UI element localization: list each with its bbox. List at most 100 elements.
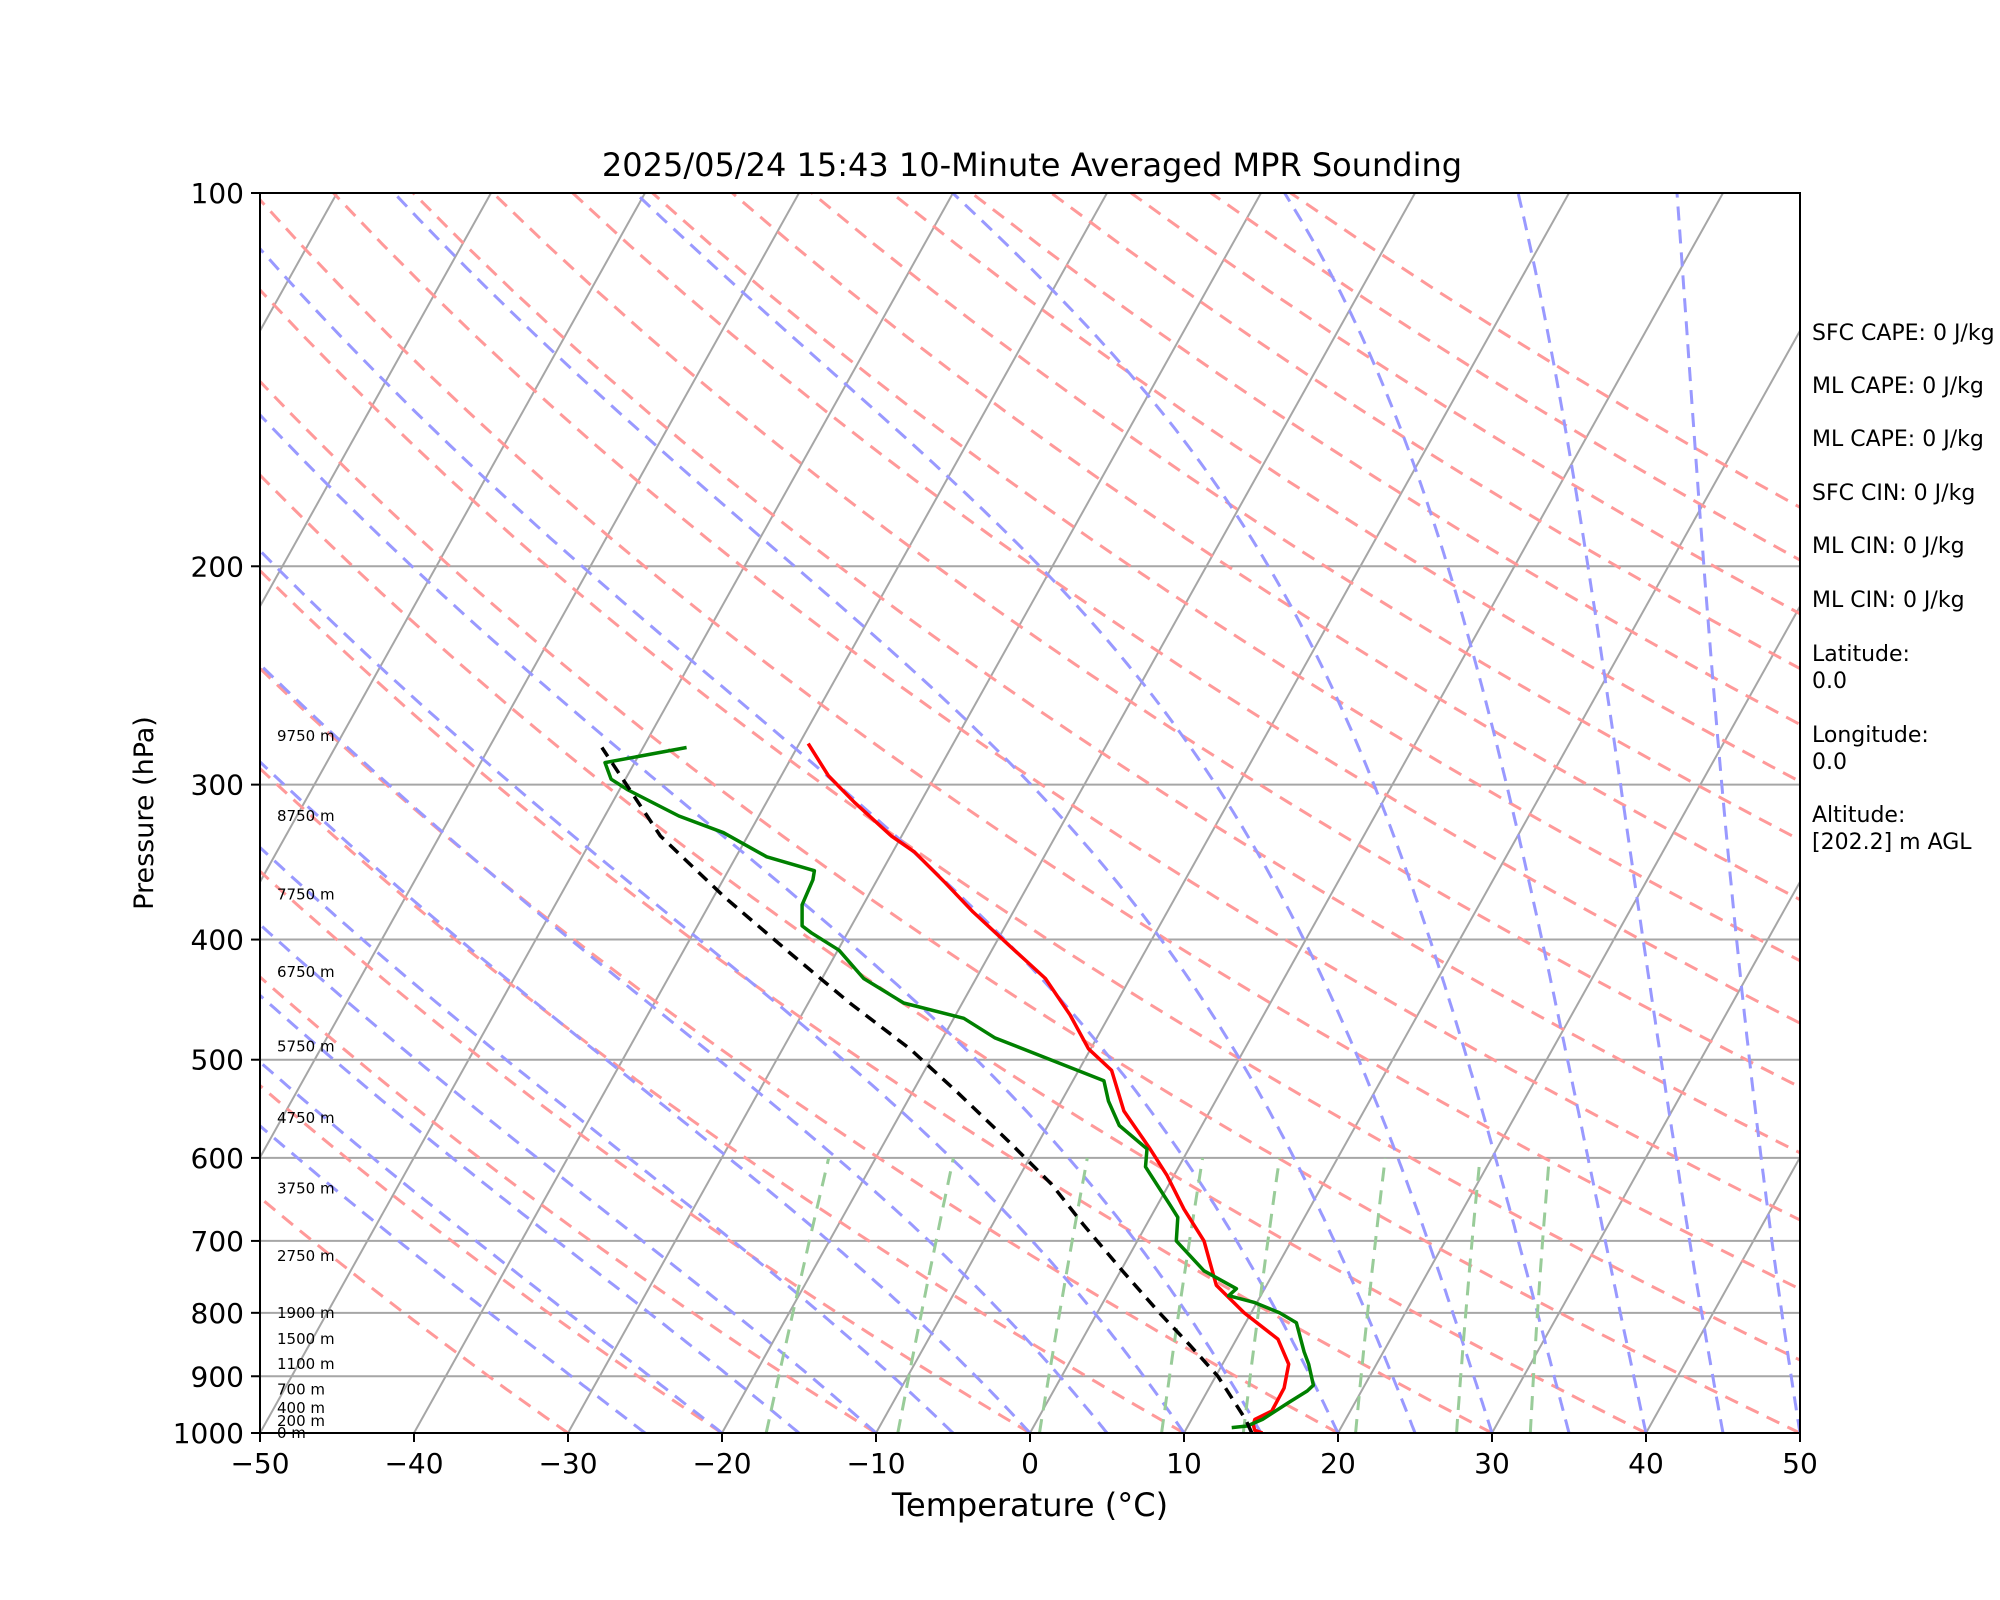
stat-line: ML CAPE: 0 J/kg (1812, 427, 1984, 452)
stat-line: SFC CAPE: 0 J/kg (1812, 321, 1995, 346)
y-tick-label: 100 (191, 177, 244, 210)
y-tick-label: 300 (191, 769, 244, 802)
height-label: 5750 m (277, 1038, 335, 1056)
moist-adiabat (634, 193, 1494, 1433)
x-tick-label: −40 (384, 1447, 443, 1480)
y-axis-label: Pressure (hPa) (129, 716, 160, 910)
dry-adiabat (260, 472, 1647, 1433)
moist-adiabat (1516, 193, 1725, 1433)
x-tick-label: −30 (538, 1447, 597, 1480)
stat-line: 0.0 (1812, 750, 1847, 775)
height-label: 8750 m (277, 807, 335, 825)
y-tick-label: 400 (191, 924, 244, 957)
height-label: 200 m (277, 1412, 325, 1430)
x-tick-label: 20 (1320, 1447, 1356, 1480)
y-tick-label: 1000 (173, 1417, 244, 1450)
chart-title: 2025/05/24 15:43 10-Minute Averaged MPR … (602, 146, 1462, 184)
dewpoint-line (603, 745, 1316, 1430)
height-label: 4750 m (277, 1109, 335, 1127)
x-tick-label: 10 (1166, 1447, 1202, 1480)
stat-line: Longitude: (1812, 723, 1929, 748)
dry-adiabat (260, 1083, 723, 1433)
moist-adiabat (260, 662, 1109, 1433)
height-label: 0 m (277, 1424, 306, 1442)
moist-adiabat (1675, 193, 1800, 1433)
height-label: 3750 m (277, 1179, 335, 1197)
isotherm (413, 193, 1108, 1433)
dry-adiabat (260, 287, 1800, 1362)
isotherm (260, 193, 954, 1433)
y-tick-label: 700 (191, 1225, 244, 1258)
dry-adiabat (260, 869, 1031, 1433)
moist-adiabat (260, 759, 1032, 1433)
x-tick-label: −50 (230, 1447, 289, 1480)
x-tick-label: 40 (1628, 1447, 1664, 1480)
stat-line: Latitude: (1812, 642, 1910, 667)
y-tick-label: 200 (191, 550, 244, 583)
plot-frame (259, 192, 1801, 1434)
stat-line: SFC CIN: 0 J/kg (1812, 481, 1975, 506)
moist-adiabat (260, 548, 1186, 1433)
isotherm (875, 193, 1570, 1433)
moist-adiabat (260, 1059, 723, 1433)
x-tick-label: 50 (1782, 1447, 1818, 1480)
y-axis: 100 200 300 400 500 600 700 800 900 1000 (173, 177, 260, 1450)
y-tick-label: 600 (191, 1142, 244, 1175)
x-tick-label: 30 (1474, 1447, 1510, 1480)
x-axis: −50 −40 −30 −20 −10 0 10 20 30 40 50 (230, 1433, 1818, 1480)
height-label: 6750 m (277, 963, 335, 981)
mixing-ratio-line (764, 1157, 831, 1433)
y-tick-label: 800 (191, 1297, 244, 1330)
sounding-series (600, 742, 1316, 1433)
moist-adiabat (260, 412, 1263, 1433)
mixing-ratio-line (1354, 1157, 1387, 1433)
isotherm (1645, 1155, 1800, 1433)
height-label: 1100 m (277, 1355, 335, 1373)
stat-line: 0.0 (1812, 669, 1847, 694)
moist-adiabat (260, 993, 800, 1433)
parcel-line (600, 746, 1254, 1433)
x-tick-label: −20 (692, 1447, 751, 1480)
dry-adiabat (260, 974, 877, 1433)
sounding-stats: SFC CAPE: 0 J/kg ML CAPE: 0 J/kg ML CAPE: … (1812, 321, 1995, 855)
dry-adiabat (332, 193, 1800, 1222)
height-label: 2750 m (277, 1247, 335, 1265)
height-label: 1500 m (277, 1330, 335, 1348)
dry-adiabat (491, 193, 1800, 1089)
x-axis-label: Temperature (°C) (891, 1486, 1168, 1524)
x-tick-label: 0 (1021, 1447, 1039, 1480)
height-label: 9750 m (277, 727, 335, 745)
dry-adiabat (890, 193, 1800, 784)
stat-line: ML CAPE: 0 J/kg (1812, 374, 1984, 399)
height-label: 700 m (277, 1380, 325, 1398)
height-label: 7750 m (277, 886, 335, 904)
moist-adiabat (260, 246, 1340, 1433)
isotherm (0, 193, 29, 1433)
dry-adiabat (260, 766, 1185, 1433)
mixing-ratio-line (1038, 1157, 1089, 1433)
dry-adiabat (651, 193, 1800, 963)
mixing-ratio-line (1528, 1157, 1551, 1433)
dry-adiabat (412, 193, 1800, 1155)
mixing-ratio-line (1241, 1157, 1282, 1433)
temperature-line (806, 742, 1291, 1433)
isotherm (1029, 193, 1724, 1433)
isotherm (1491, 879, 1800, 1433)
height-label: 400 m (277, 1399, 325, 1417)
dry-adiabat (571, 193, 1800, 1025)
dry-adiabat (811, 193, 1800, 842)
moist-adiabat (393, 193, 1417, 1433)
dry-adiabat (260, 568, 1493, 1433)
dry-adiabat (260, 1195, 569, 1433)
stat-line: ML CIN: 0 J/kg (1812, 588, 1965, 613)
dry-adiabat (970, 193, 1800, 727)
y-tick-label: 900 (191, 1360, 244, 1393)
dry-adiabat (260, 666, 1339, 1433)
isotherm (260, 193, 492, 609)
mixing-ratio-line (1160, 1157, 1205, 1433)
isotherm (1337, 604, 1800, 1433)
x-tick-label: −10 (846, 1447, 905, 1480)
moist-adiabat (951, 193, 1571, 1433)
